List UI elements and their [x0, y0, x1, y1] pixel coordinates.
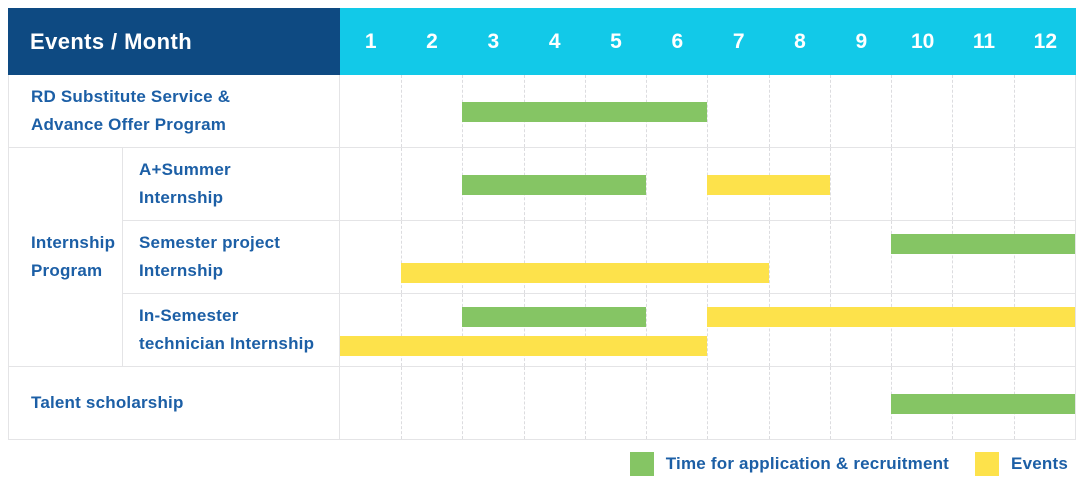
month-gridline	[707, 294, 709, 366]
month-gridline	[707, 367, 709, 439]
gantt-bar-application	[462, 307, 647, 327]
events-color-swatch	[975, 452, 1000, 476]
month-header-10: 10	[891, 8, 954, 75]
month-gridline	[401, 294, 403, 366]
gantt-bar-application	[462, 175, 647, 195]
month-header-1: 1	[340, 8, 402, 75]
row-label-semester-project-internship: Semester project Internship	[123, 221, 340, 294]
month-gridline	[646, 367, 648, 439]
month-gridline	[829, 148, 831, 220]
month-gridline	[584, 367, 586, 439]
month-header-8: 8	[769, 8, 831, 75]
gantt-bar-event	[707, 175, 830, 195]
month-gridline	[952, 221, 954, 293]
month-gridline	[829, 367, 831, 439]
month-gridline	[523, 367, 525, 439]
month-header-9: 9	[830, 8, 892, 75]
month-header-6: 6	[646, 8, 708, 75]
month-gridline	[646, 148, 648, 220]
gantt-bar-event	[707, 307, 1075, 327]
month-header-4: 4	[523, 8, 586, 75]
gantt-table: Events / Month RD Substitute Service & A…	[8, 8, 1076, 440]
month-gridline	[401, 148, 403, 220]
month-gridline	[523, 294, 525, 366]
month-gridline	[707, 221, 709, 293]
month-gridline	[462, 221, 464, 293]
month-gridline	[646, 294, 648, 366]
row-label-talent-scholarship: Talent scholarship	[8, 367, 340, 440]
gantt-bar-application	[891, 234, 1075, 254]
month-gridline	[891, 221, 893, 293]
month-gridline	[891, 294, 893, 366]
row-label-a-plus-summer-internship: A+Summer Internship	[123, 148, 340, 221]
month-header-5: 5	[585, 8, 647, 75]
gantt-bar-event	[340, 336, 708, 356]
month-gridline	[462, 367, 464, 439]
timeline-row-a-plus-summer	[340, 148, 1076, 221]
month-gridline	[768, 75, 770, 147]
month-gridline	[646, 221, 648, 293]
month-gridline	[462, 294, 464, 366]
month-gridline	[584, 294, 586, 366]
month-gridline	[829, 75, 831, 147]
legend: Time for application & recruitment Event…	[629, 452, 1068, 476]
row-label-in-semester-technician-internship: In-Semester technician Internship	[123, 294, 340, 367]
month-header-11: 11	[953, 8, 1015, 75]
month-gridline	[1013, 75, 1015, 147]
month-gridline	[707, 75, 709, 147]
timeline-row-in-semester-technician	[340, 294, 1076, 367]
month-gridline	[584, 221, 586, 293]
timeline-row-talent-scholarship	[340, 367, 1076, 440]
month-gridline	[401, 75, 403, 147]
month-gridline	[1013, 221, 1015, 293]
month-gridline	[401, 221, 403, 293]
legend-item-application: Time for application & recruitment	[629, 452, 950, 476]
month-gridline	[891, 75, 893, 147]
month-gridline	[768, 294, 770, 366]
gantt-bar-event	[401, 263, 769, 283]
timeline-row-semester-project	[340, 221, 1076, 294]
application-color-swatch	[629, 452, 654, 476]
month-header-7: 7	[707, 8, 770, 75]
legend-item-events: Events	[975, 452, 1068, 476]
month-gridline	[952, 148, 954, 220]
month-gridline	[768, 367, 770, 439]
month-gridline	[1013, 294, 1015, 366]
row-group-label-internship-program: Internship Program	[8, 148, 123, 367]
month-gridline	[952, 75, 954, 147]
legend-label-events: Events	[1011, 454, 1068, 473]
month-gridline	[768, 221, 770, 293]
gantt-bar-application	[462, 102, 708, 122]
month-header-2: 2	[401, 8, 463, 75]
month-header-12: 12	[1014, 8, 1076, 75]
table-header-events-month: Events / Month	[8, 8, 340, 75]
month-gridline	[952, 294, 954, 366]
month-header-3: 3	[462, 8, 524, 75]
month-gridline	[829, 294, 831, 366]
timeline-row-rd-substitute	[340, 75, 1076, 148]
month-gridline	[523, 221, 525, 293]
gantt-bar-application	[891, 394, 1075, 414]
month-gridline	[829, 221, 831, 293]
legend-label-application: Time for application & recruitment	[665, 454, 950, 473]
row-label-rd-substitute: RD Substitute Service & Advance Offer Pr…	[8, 75, 340, 148]
month-gridline	[1013, 148, 1015, 220]
month-gridline	[891, 148, 893, 220]
month-gridline	[401, 367, 403, 439]
